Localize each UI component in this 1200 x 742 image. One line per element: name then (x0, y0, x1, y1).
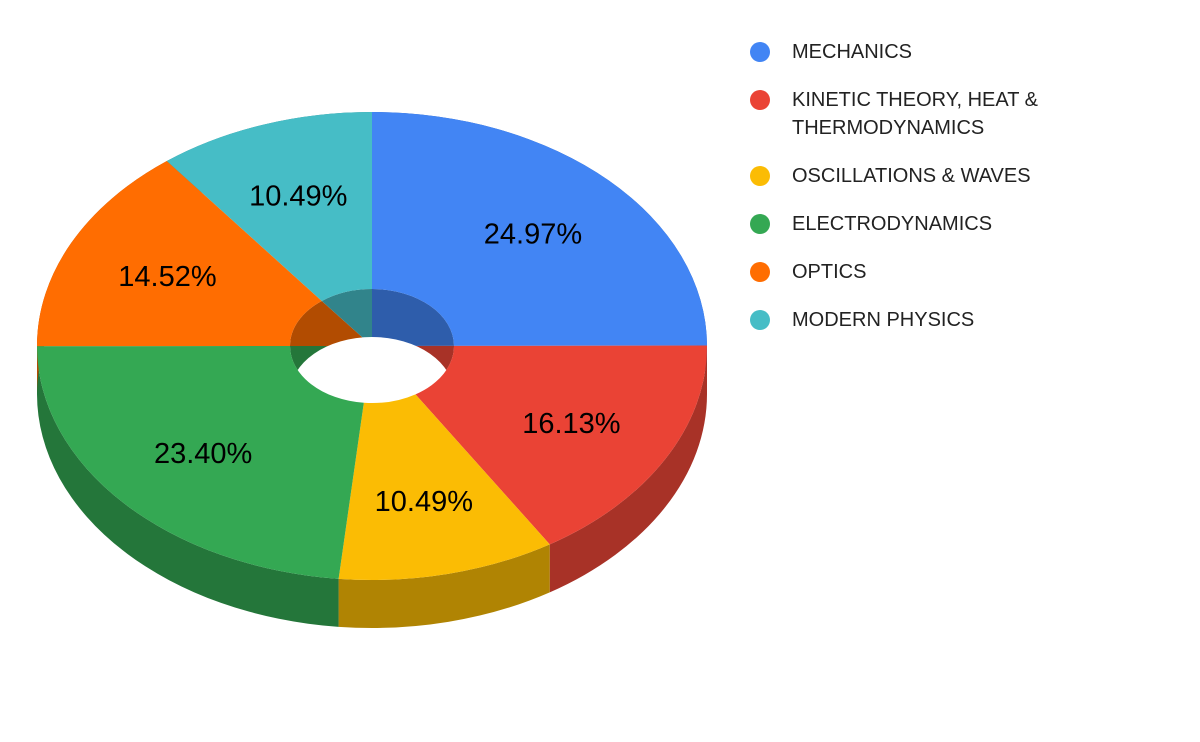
hole-wall-mechanics (372, 289, 454, 346)
legend-label: OPTICS (792, 261, 867, 283)
pie-slice-electrodynamics[interactable] (37, 346, 364, 579)
pie-slice-mechanics[interactable] (372, 112, 707, 346)
legend-item-kinetic-theory-heat-thermodynamics[interactable]: KINETIC THEORY, HEAT & THERMODYNAMICS (750, 86, 1090, 142)
slice-wall-oscillations-waves (338, 544, 550, 628)
legend-label: MECHANICS (792, 41, 913, 63)
legend-swatch-electrodynamics (750, 214, 770, 234)
pie-slice-modern-physics[interactable] (166, 111, 372, 301)
legend: MECHANICS KINETIC THEORY, HEAT & THERMODY… (750, 38, 1090, 354)
pie-slice-kinetic-theory-heat-thermodynamics[interactable] (415, 345, 708, 545)
slice-label-modern-physics: 10.49% (249, 180, 347, 212)
slice-label-electrodynamics: 23.40% (154, 438, 252, 470)
legend-label: KINETIC THEORY, HEAT & THERMODYNAMICS (792, 89, 1038, 139)
slice-labels: 24.97% 16.13% 10.49% 23.40% 14.52% 10.49% (118, 180, 620, 518)
legend-item-oscillations-waves[interactable]: OSCILLATIONS & WAVES (750, 162, 1090, 190)
hole-wall-modern-physics (321, 289, 372, 346)
slice-label-oscillations-waves: 10.49% (375, 486, 473, 518)
legend-item-modern-physics[interactable]: MODERN PHYSICS (750, 306, 1090, 334)
legend-label: ELECTRODYNAMICS (792, 213, 993, 235)
slice-label-kinetic-theory-heat-thermodynamics: 16.13% (522, 408, 620, 440)
slice-label-optics: 14.52% (118, 261, 216, 293)
pie-slice-optics[interactable] (36, 161, 322, 347)
legend-label: OSCILLATIONS & WAVES (792, 165, 1031, 187)
pie-slice-oscillations-waves[interactable] (338, 394, 550, 580)
legend-swatch-modern-physics (750, 310, 770, 330)
legend-swatch-kinetic-theory-heat-thermodynamics (750, 90, 770, 110)
hole-wall-optics (289, 300, 372, 347)
legend-item-electrodynamics[interactable]: ELECTRODYNAMICS (750, 210, 1090, 238)
slice-label-mechanics: 24.97% (484, 218, 582, 250)
slice-wall-electrodynamics (37, 346, 339, 627)
legend-swatch-optics (750, 262, 770, 282)
donut-top-surface (36, 111, 708, 580)
legend-swatch-oscillations-waves (750, 166, 770, 186)
slice-wall-kinetic-theory-heat-thermodynamics (549, 345, 708, 593)
legend-swatch-mechanics (750, 42, 770, 62)
legend-item-optics[interactable]: OPTICS (750, 258, 1090, 286)
legend-item-mechanics[interactable]: MECHANICS (750, 38, 1090, 66)
legend-label: MODERN PHYSICS (792, 309, 975, 331)
